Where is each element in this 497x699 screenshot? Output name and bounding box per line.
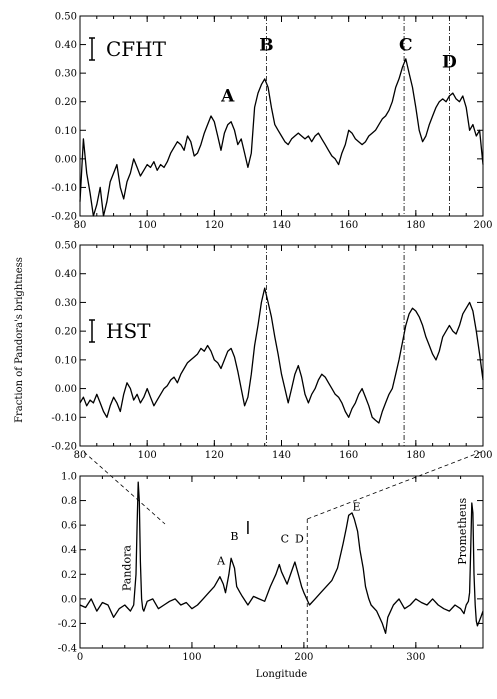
x-tick-label: 80 (74, 450, 87, 461)
y-tick-label: 0.20 (55, 97, 77, 108)
y-tick-label: 1.0 (61, 472, 77, 483)
x-tick-label: 160 (339, 220, 358, 231)
brightness-profile-line (79, 287, 484, 424)
panel-label: CFHT (106, 37, 167, 61)
y-tick-label: 0.10 (55, 126, 77, 137)
x-tick-label: 160 (339, 450, 358, 461)
y-tick-label: 0.2 (61, 570, 77, 581)
x-tick-label: 200 (473, 450, 492, 461)
x-tick-label: 140 (272, 220, 291, 231)
annotations (83, 451, 482, 648)
brightness-profile-line (79, 481, 484, 634)
x-tick-label: 180 (406, 220, 425, 231)
x-tick-label: 0 (77, 652, 83, 663)
y-tick-label: 0.50 (55, 241, 77, 252)
x-tick-label: 80 (74, 220, 87, 231)
feature-label: C (281, 532, 289, 545)
x-tick-label: 180 (406, 450, 425, 461)
feature-label: A (220, 87, 235, 107)
y-tick-label: 0.6 (61, 521, 77, 532)
zoom-guide-line-left (83, 451, 166, 525)
feature-label: B (259, 35, 273, 55)
y-tick-label: 0.30 (55, 69, 77, 80)
y-tick-label: 0.00 (55, 154, 77, 165)
panel-label: HST (106, 319, 151, 343)
x-tick-label: 100 (138, 450, 157, 461)
cfht-panel: 80 100 120 140 160 180 200 -0.20 -0.10 0.00 0.10 0.… (51, 12, 492, 232)
feature-label: B (230, 530, 238, 543)
feature-label: Pandora (120, 545, 133, 591)
plot-frame (79, 244, 484, 447)
y-tick-label: 0.0 (61, 594, 77, 605)
zoom-guide-line-right (307, 451, 482, 520)
x-tick-label: 200 (294, 652, 313, 663)
x-tick-label: 100 (182, 652, 201, 663)
y-tick-label: 0.50 (55, 12, 77, 23)
y-axis-label: Fraction of Pandora's brightness (14, 257, 25, 423)
y-tick-label: 0.10 (55, 355, 77, 366)
x-tick-label: 120 (205, 450, 224, 461)
x-axis-label: Longitude (256, 669, 308, 680)
y-tick-label: -0.4 (58, 644, 77, 655)
x-tick-label: 300 (406, 652, 425, 663)
y-tick-label: -0.10 (51, 413, 77, 424)
feature-label: E (352, 500, 360, 513)
y-tick-label: -0.2 (58, 619, 77, 630)
feature-label: A (216, 554, 226, 567)
y-tick-label: -0.20 (51, 442, 77, 453)
y-tick-label: 0.4 (61, 545, 77, 556)
feature-label: Prometheus (456, 497, 469, 564)
y-tick-label: -0.20 (51, 212, 77, 223)
feature-label: C (399, 35, 413, 55)
y-tick-label: 0.00 (55, 384, 77, 395)
y-tick-label: 0.40 (55, 269, 77, 280)
x-tick-label: 120 (205, 220, 224, 231)
y-tick-label: 0.40 (55, 40, 77, 51)
y-tick-label: 0.20 (55, 327, 77, 338)
x-tick-label: 140 (272, 450, 291, 461)
hst-panel: 80 100 120 140 160 180 200 -0.20 -0.10 0.00 0.10 0.… (51, 241, 492, 462)
y-tick-label: -0.10 (51, 183, 77, 194)
x-tick-label: 200 (473, 220, 492, 231)
feature-label: D (295, 532, 304, 545)
full-ring-panel: 0 100 200 300 -0.4 -0.2 0.0 0.2 0.4 0.6 0.8 1.0 Pand… (14, 257, 484, 680)
feature-label: D (442, 52, 457, 72)
y-tick-label: 0.30 (55, 298, 77, 309)
brightness-profile-line (79, 58, 484, 217)
y-tick-label: 0.8 (61, 496, 77, 507)
x-tick-label: 100 (138, 220, 157, 231)
